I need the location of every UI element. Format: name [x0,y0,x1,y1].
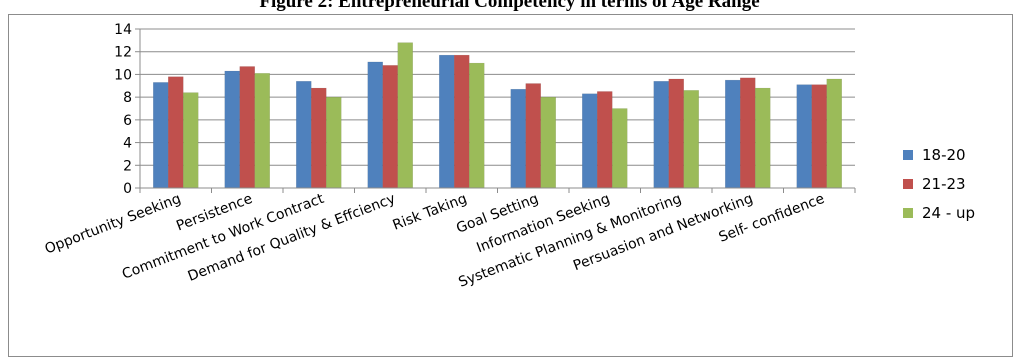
bar-18-20-3 [367,61,383,189]
bar-21-23-4 [454,54,470,189]
bar-21-23-2 [311,87,327,189]
y-axis: 0 2 4 6 8 10 12 14 [114,22,141,197]
bar-24-up-3 [397,42,413,189]
bar-24-up-0 [183,92,199,189]
legend-label: 21-23 [922,175,966,193]
x-axis: Opportunity SeekingPersistenceCommitment… [43,187,856,291]
bar-18-20-8 [725,79,741,189]
legend-swatch [903,179,913,189]
bar-24-up-6 [612,108,628,189]
chart-title: Figure 2: Entrepreneurial Competency in … [259,0,760,12]
y-tick-label: 6 [123,113,132,129]
bar-21-23-3 [382,65,398,189]
bar-21-23-1 [239,66,255,189]
legend-label: 24 - up [922,204,975,222]
y-tick-label: 14 [114,22,132,38]
y-tick-label: 0 [123,181,132,197]
y-tick-label: 10 [114,67,132,83]
bar-24-up-4 [469,62,485,189]
legend: 18-20 21-23 24 - up [903,146,975,222]
bar-18-20-5 [510,88,526,189]
bar-18-20-2 [296,80,312,189]
bar-18-20-9 [796,84,812,189]
bar-series [153,42,842,189]
bar-24-up-9 [826,78,842,189]
bar-21-23-6 [597,91,613,189]
bar-24-up-7 [683,90,699,189]
bar-24-up-2 [326,96,342,189]
bar-21-23-8 [740,77,756,189]
legend-swatch [903,208,913,218]
y-tick-label: 2 [123,158,132,174]
y-tick-label: 8 [123,90,132,106]
x-category-label: Opportunity Seeking [43,191,183,258]
bar-18-20-7 [653,80,669,189]
y-tick-label: 12 [114,45,132,61]
bar-18-20-4 [439,54,455,189]
bar-18-20-6 [582,93,598,189]
bar-24-up-1 [254,73,270,189]
legend-swatch [903,150,913,160]
bar-18-20-1 [224,70,240,189]
bar-21-23-5 [525,83,541,189]
y-tick-label: 4 [123,136,132,152]
bar-21-23-0 [168,76,184,189]
bar-18-20-0 [153,82,169,189]
bar-21-23-7 [668,78,684,189]
bar-21-23-9 [811,84,827,189]
bar-24-up-5 [540,96,556,189]
bar-24-up-8 [755,87,771,189]
legend-label: 18-20 [922,146,966,164]
